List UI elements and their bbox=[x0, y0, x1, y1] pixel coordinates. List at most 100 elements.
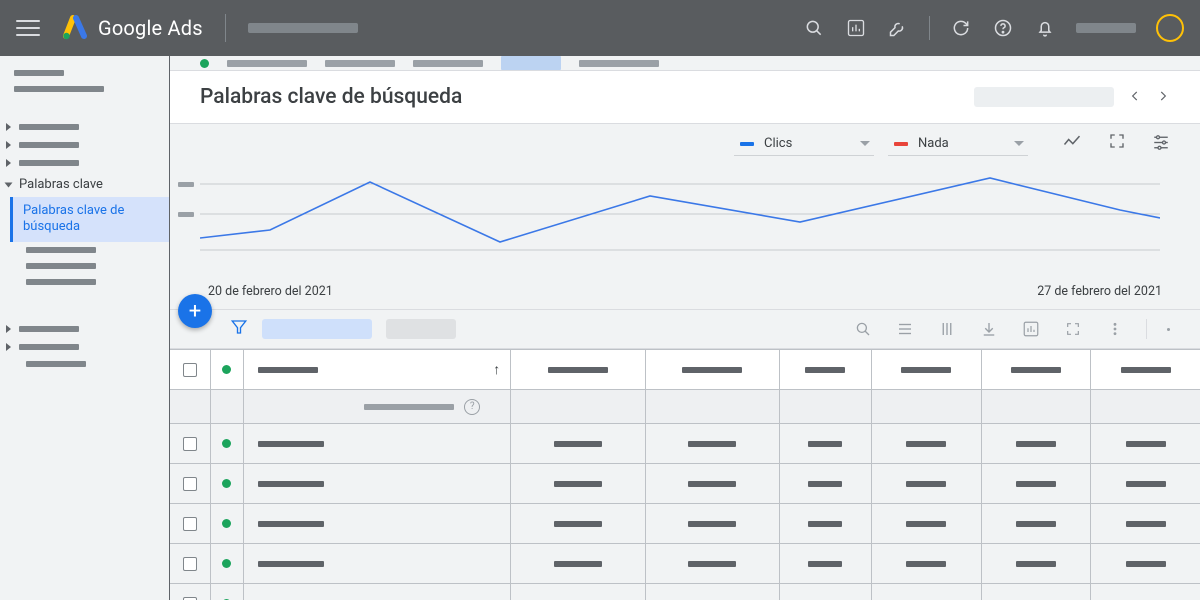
add-keyword-button[interactable]: + bbox=[178, 294, 212, 328]
column-header[interactable] bbox=[872, 350, 981, 389]
crumb-ph bbox=[413, 60, 483, 67]
collapse-dot[interactable] bbox=[1167, 328, 1170, 331]
row-checkbox[interactable] bbox=[183, 517, 197, 531]
filter-chip[interactable] bbox=[386, 319, 456, 339]
table-search-icon[interactable] bbox=[852, 318, 874, 340]
page-header: Palabras clave de búsqueda bbox=[170, 71, 1200, 124]
sidebar-item[interactable] bbox=[0, 320, 169, 338]
sidebar-subitem[interactable] bbox=[0, 274, 169, 290]
table-row[interactable] bbox=[170, 504, 1200, 544]
notifications-icon[interactable] bbox=[1034, 17, 1056, 39]
table-row[interactable] bbox=[170, 584, 1200, 600]
account-id-placeholder bbox=[1076, 23, 1136, 33]
status-dot bbox=[200, 59, 209, 68]
expand-icon[interactable] bbox=[1108, 132, 1126, 156]
line-chart bbox=[200, 160, 1170, 280]
crumb-ph bbox=[325, 60, 395, 67]
sidebar-subitem[interactable] bbox=[0, 258, 169, 274]
divider bbox=[225, 14, 226, 42]
report-icon[interactable] bbox=[1020, 318, 1042, 340]
sidebar-item[interactable] bbox=[0, 136, 169, 154]
avatar[interactable] bbox=[1156, 14, 1184, 42]
table-toolbar: + bbox=[170, 310, 1200, 349]
page-title: Palabras clave de búsqueda bbox=[200, 85, 462, 109]
brand-logo[interactable]: Google Ads bbox=[62, 15, 203, 41]
table-row[interactable] bbox=[170, 424, 1200, 464]
row-checkbox[interactable] bbox=[183, 477, 197, 491]
series-swatch bbox=[894, 142, 908, 146]
column-header[interactable] bbox=[646, 350, 779, 389]
metric-primary-select[interactable]: Clics bbox=[734, 132, 874, 156]
column-header[interactable] bbox=[780, 350, 871, 389]
metric-secondary-select[interactable]: Nada bbox=[888, 132, 1028, 156]
sidebar-item[interactable] bbox=[0, 356, 169, 372]
sidebar-item[interactable] bbox=[0, 338, 169, 356]
segment-icon[interactable] bbox=[894, 318, 916, 340]
chevron-down-icon bbox=[5, 182, 13, 187]
sidebar-item[interactable] bbox=[0, 154, 169, 172]
more-icon[interactable] bbox=[1104, 318, 1126, 340]
columns-icon[interactable] bbox=[936, 318, 958, 340]
next-period-button[interactable] bbox=[1156, 88, 1170, 107]
chevron-down-icon bbox=[1014, 141, 1024, 146]
crumb-ph bbox=[227, 60, 307, 67]
menu-icon[interactable] bbox=[16, 16, 40, 40]
topbar: Google Ads bbox=[0, 0, 1200, 56]
series-swatch bbox=[740, 142, 754, 146]
crumb-ph bbox=[579, 60, 659, 67]
row-checkbox[interactable] bbox=[183, 437, 197, 451]
chart-panel: Clics Nada 20 de bbox=[170, 124, 1200, 310]
sidebar-ph bbox=[14, 86, 104, 92]
table-row[interactable] bbox=[170, 544, 1200, 584]
chart-type-icon[interactable] bbox=[1062, 132, 1082, 156]
sidebar-item-keywords[interactable]: Palabras clave bbox=[0, 172, 169, 197]
fullscreen-icon[interactable] bbox=[1062, 318, 1084, 340]
sidebar-ph bbox=[14, 70, 64, 76]
breadcrumb bbox=[170, 56, 1200, 71]
sort-asc-icon: ↑ bbox=[493, 361, 500, 378]
sidebar: Palabras clave Palabras clave de búsqued… bbox=[0, 56, 170, 600]
download-icon[interactable] bbox=[978, 318, 1000, 340]
refresh-icon[interactable] bbox=[950, 17, 972, 39]
y-tick bbox=[178, 182, 194, 187]
sidebar-item-search-keywords[interactable]: Palabras clave de búsqueda bbox=[10, 197, 169, 242]
tools-icon[interactable] bbox=[887, 17, 909, 39]
select-all-checkbox[interactable] bbox=[183, 363, 197, 377]
status-header-icon bbox=[222, 365, 231, 374]
filter-icon[interactable] bbox=[230, 318, 248, 340]
table-header-row: ↑ bbox=[170, 350, 1200, 390]
status-dot bbox=[222, 559, 231, 568]
search-icon[interactable] bbox=[803, 17, 825, 39]
column-header[interactable] bbox=[982, 350, 1091, 389]
account-placeholder[interactable] bbox=[248, 23, 358, 33]
row-checkbox[interactable] bbox=[183, 597, 197, 600]
crumb-active[interactable] bbox=[501, 56, 561, 70]
status-dot bbox=[222, 519, 231, 528]
divider bbox=[929, 16, 930, 40]
sidebar-subitem[interactable] bbox=[0, 242, 169, 258]
y-tick bbox=[178, 212, 194, 217]
column-header[interactable]: ↑ bbox=[244, 350, 511, 389]
row-checkbox[interactable] bbox=[183, 557, 197, 571]
sidebar-item[interactable] bbox=[0, 118, 169, 136]
keywords-table: ↑ ? bbox=[170, 349, 1200, 600]
prev-period-button[interactable] bbox=[1128, 88, 1142, 107]
brand-name: Google Ads bbox=[98, 16, 203, 40]
table-row[interactable] bbox=[170, 464, 1200, 504]
filter-chip[interactable] bbox=[262, 319, 372, 339]
main: Palabras clave de búsqueda Clics Nada bbox=[170, 56, 1200, 600]
ads-logo-icon bbox=[62, 15, 88, 41]
help-icon[interactable]: ? bbox=[464, 399, 480, 415]
status-dot bbox=[222, 479, 231, 488]
status-dot bbox=[222, 439, 231, 448]
column-header[interactable] bbox=[1091, 350, 1200, 389]
help-icon[interactable] bbox=[992, 17, 1014, 39]
table-subheader-row: ? bbox=[170, 390, 1200, 424]
column-header[interactable] bbox=[511, 350, 644, 389]
chart-start-date: 20 de febrero del 2021 bbox=[208, 284, 333, 299]
chevron-down-icon bbox=[860, 141, 870, 146]
date-range-placeholder[interactable] bbox=[974, 87, 1114, 107]
adjust-icon[interactable] bbox=[1152, 132, 1170, 156]
reports-icon[interactable] bbox=[845, 17, 867, 39]
chart-end-date: 27 de febrero del 2021 bbox=[1037, 284, 1162, 299]
